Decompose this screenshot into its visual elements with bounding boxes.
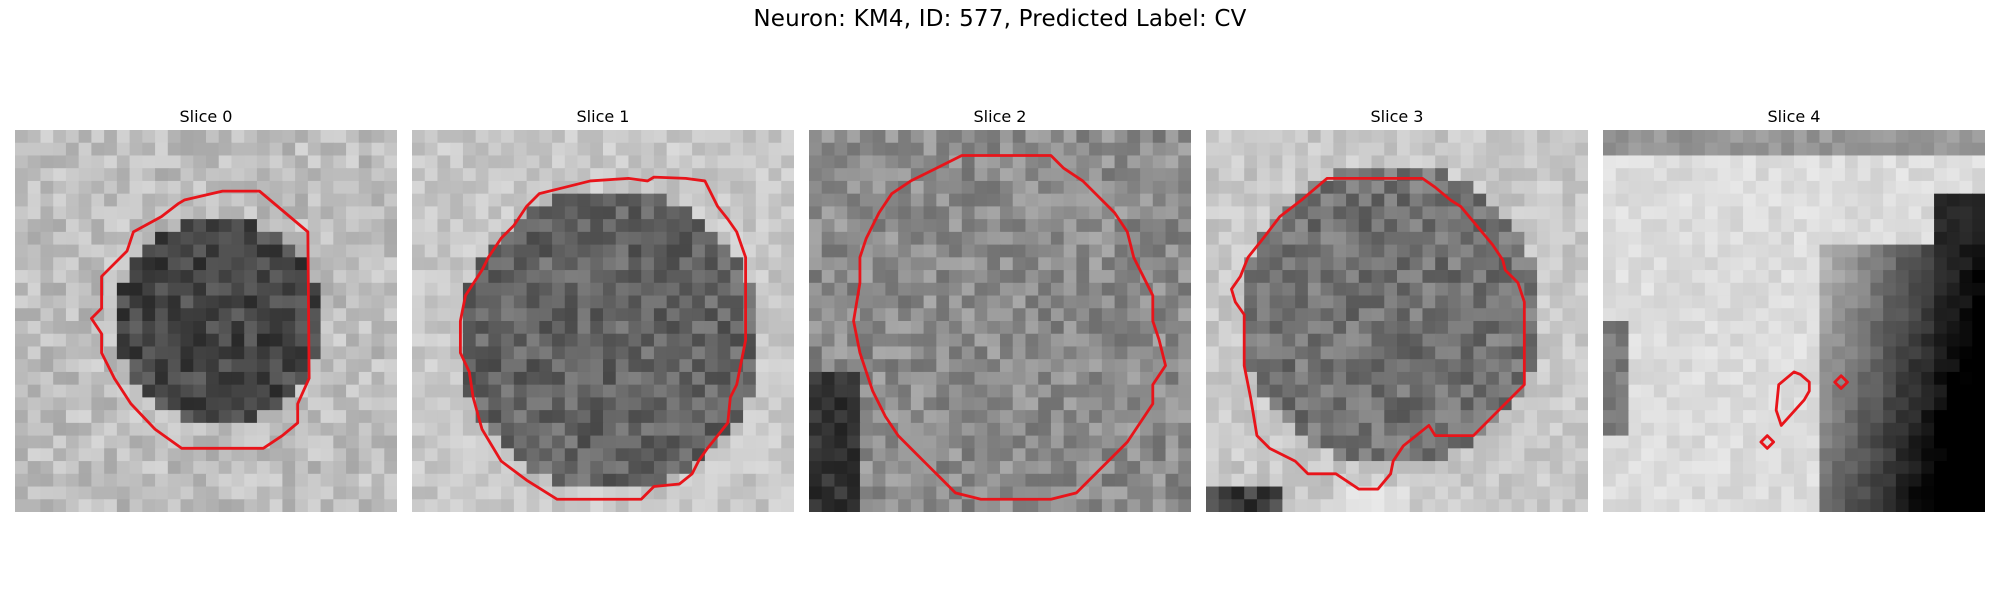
pixel-grid xyxy=(412,130,794,512)
segmentation-contour xyxy=(1774,370,1811,427)
figure-title: Neuron: KM4, ID: 577, Predicted Label: C… xyxy=(753,6,1247,32)
pixel-grid xyxy=(1206,130,1588,512)
slice-panel-0: Slice 0 xyxy=(15,104,397,512)
segmentation-contour xyxy=(458,175,748,501)
slice-title: Slice 4 xyxy=(1767,107,1821,126)
segmentation-contour xyxy=(1759,434,1776,450)
slice-title: Slice 2 xyxy=(973,107,1027,126)
segmentation-contour xyxy=(1833,374,1849,390)
pixel-grid xyxy=(15,130,397,512)
pixel-grid xyxy=(809,130,1191,512)
segmentation-contour xyxy=(852,154,1167,501)
pixel-grid xyxy=(1603,130,1985,512)
slice-panel-2: Slice 2 xyxy=(809,104,1191,512)
slice-panel-3: Slice 3 xyxy=(1206,104,1588,512)
segmentation-contour xyxy=(1230,176,1526,491)
slice-image xyxy=(1206,130,1588,512)
slice-title: Slice 0 xyxy=(179,107,233,126)
slice-image xyxy=(1603,130,1985,512)
segmentation-contour xyxy=(89,189,311,450)
slice-title: Slice 3 xyxy=(1370,107,1424,126)
slice-panel-4: Slice 4 xyxy=(1603,104,1985,512)
slice-image xyxy=(809,130,1191,512)
slice-title: Slice 1 xyxy=(576,107,630,126)
slice-panel-1: Slice 1 xyxy=(412,104,794,512)
slice-image xyxy=(15,130,397,512)
slice-image xyxy=(412,130,794,512)
